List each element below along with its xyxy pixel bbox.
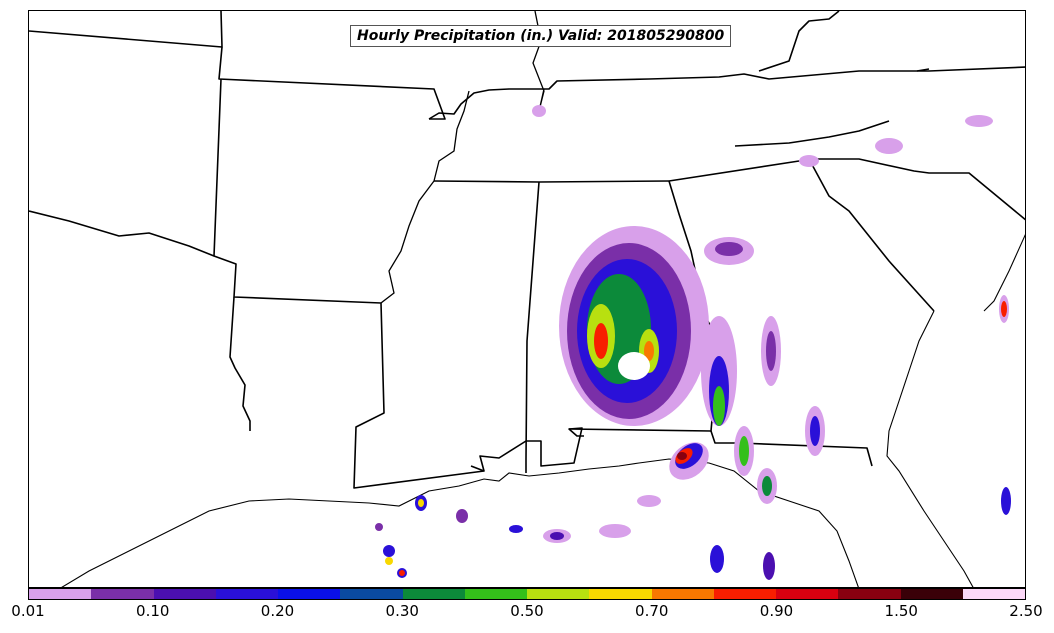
colorbar-tick-label: 0.01 — [11, 602, 45, 620]
border-line — [758, 11, 840, 72]
colorbar-swatch — [464, 589, 527, 599]
colorbar-swatch — [589, 589, 652, 599]
colorbar-swatch — [838, 589, 901, 599]
border-line — [29, 11, 223, 48]
border-line — [668, 158, 1025, 221]
colorbar-tick-label: 0.70 — [635, 602, 669, 620]
colorbar-swatch — [91, 589, 154, 599]
colorbar-swatch — [776, 589, 839, 599]
colorbar-swatch — [402, 589, 465, 599]
colorbar-swatch — [340, 589, 403, 599]
map-title: Hourly Precipitation (in.) Valid: 201805… — [350, 25, 732, 47]
border-line — [808, 158, 935, 312]
border-line — [433, 180, 670, 183]
precipitation-field — [375, 105, 1011, 580]
border-line — [229, 296, 251, 431]
map-canvas — [29, 11, 1025, 587]
river-boundary — [380, 11, 545, 304]
colorbar-swatch — [215, 589, 278, 599]
coastline — [61, 234, 1025, 587]
border-line — [525, 181, 540, 473]
colorbar-tick-label: 0.90 — [759, 602, 794, 620]
border-line — [428, 66, 1025, 120]
precipitation-map: Hourly Precipitation (in.) Valid: 201805… — [28, 10, 1026, 588]
colorbar-tick-label: 0.50 — [510, 602, 544, 620]
colorbar-swatch — [713, 589, 776, 599]
colorbar-swatch — [527, 589, 590, 599]
border-line — [916, 68, 930, 72]
border-line — [29, 210, 215, 257]
colorbar-swatch — [651, 589, 714, 599]
colorbar-swatch — [900, 589, 963, 599]
colorbar-swatch — [29, 589, 92, 599]
state-boundaries — [29, 11, 1025, 489]
colorbar-tick-label: 2.50 — [1009, 602, 1043, 620]
colorbar-labels: 0.01 0.10 0.20 0.30 0.50 0.70 0.90 1.50 2.50 — [0, 602, 1054, 626]
colorbar — [28, 588, 1026, 600]
border-line — [218, 46, 446, 120]
border-line — [734, 120, 890, 147]
border-line — [470, 465, 485, 472]
colorbar-tick-label: 1.50 — [884, 602, 918, 620]
border-line — [213, 78, 584, 489]
colorbar-swatch — [153, 589, 216, 599]
colorbar-tick-label: 0.30 — [385, 602, 419, 620]
colorbar-tick-label: 0.20 — [260, 602, 295, 620]
colorbar-swatch — [962, 589, 1025, 599]
colorbar-tick-label: 0.10 — [136, 602, 170, 620]
colorbar-swatch — [278, 589, 341, 599]
